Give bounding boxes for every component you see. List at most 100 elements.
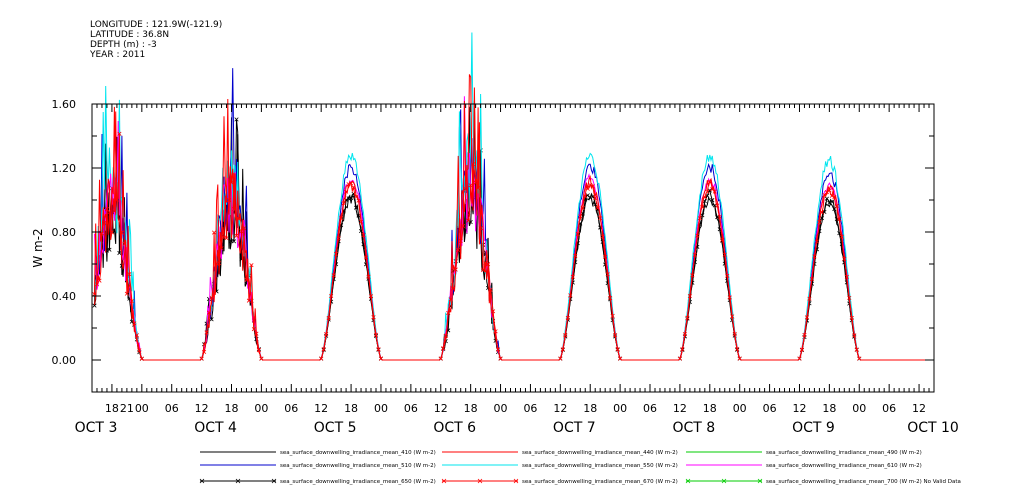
series-marker xyxy=(852,333,857,338)
series-marker xyxy=(722,252,727,257)
legend-entry: sea_surface_downwelling_irradiance_mean_… xyxy=(522,450,678,456)
series-marker xyxy=(560,347,565,352)
legend: sea_surface_downwelling_irradiance_mean_… xyxy=(199,450,961,485)
series-marker xyxy=(114,197,119,202)
series-marker xyxy=(351,185,356,190)
series-marker xyxy=(844,274,849,279)
x-hour-label: 21 xyxy=(120,402,134,415)
legend-marker xyxy=(685,478,691,484)
series-marker xyxy=(573,253,578,258)
series-marker xyxy=(697,216,702,221)
series-marker xyxy=(117,131,122,136)
series-marker xyxy=(199,356,204,361)
series-marker xyxy=(824,196,829,201)
series-marker xyxy=(854,347,859,352)
series-marker xyxy=(804,315,810,320)
x-hour-label: 00 xyxy=(254,402,268,415)
legend-entry: sea_surface_downwelling_irradiance_mean_… xyxy=(280,479,436,485)
series-marker xyxy=(725,273,730,278)
legend-entry: sea_surface_downwelling_irradiance_mean_… xyxy=(280,463,436,469)
series-marker xyxy=(732,331,737,337)
series-marker xyxy=(334,251,339,256)
x-hour-label: 18 xyxy=(464,402,478,415)
x-hour-label: 12 xyxy=(195,402,209,415)
series-marker xyxy=(608,295,613,301)
legend-entry: sea_surface_downwelling_irradiance_mean_… xyxy=(766,463,922,469)
series-marker xyxy=(710,198,715,203)
series-marker xyxy=(368,294,374,299)
series-marker xyxy=(353,205,359,210)
series-marker xyxy=(842,256,847,261)
x-day-label: OCT 3 xyxy=(75,420,118,436)
y-tick-label: 0.40 xyxy=(52,290,77,303)
series-marker xyxy=(593,195,598,201)
x-hour-label: 00 xyxy=(135,402,149,415)
series-marker xyxy=(344,189,349,194)
series-marker xyxy=(618,356,623,361)
series-marker xyxy=(605,272,610,277)
series-marker xyxy=(453,267,458,272)
x-hour-label: 00 xyxy=(613,402,627,415)
series-marker xyxy=(219,246,224,251)
series-marker xyxy=(104,206,110,212)
series-marker xyxy=(735,346,740,352)
series-marker xyxy=(565,315,570,321)
x-hour-label: 06 xyxy=(643,402,657,415)
series-marker xyxy=(610,313,615,318)
x-hour-label: 12 xyxy=(434,402,448,415)
series-marker xyxy=(849,315,854,321)
series-marker xyxy=(578,214,583,219)
series-marker xyxy=(326,315,331,321)
series-marker xyxy=(211,230,217,235)
series-marker xyxy=(446,310,451,315)
series-marker xyxy=(680,346,685,352)
series-marker xyxy=(575,231,580,237)
x-day-label: OCT 8 xyxy=(673,420,716,436)
series-marker xyxy=(685,315,690,320)
series-marker xyxy=(712,189,717,194)
legend-marker xyxy=(757,478,763,484)
series-marker xyxy=(448,297,453,302)
x-hour-label: 06 xyxy=(284,402,298,415)
depth-label: DEPTH (m) : -3 xyxy=(90,40,157,50)
series-marker xyxy=(216,261,222,266)
series-marker xyxy=(102,220,107,225)
series-marker xyxy=(107,247,112,252)
x-hour-label: 00 xyxy=(852,402,866,415)
series-marker xyxy=(321,346,326,352)
x-axis: 18 21 00 06 12 18 00 06 12 18 00 06 12 18 00 06 12 18 00 06… xyxy=(75,104,959,436)
series-marker xyxy=(615,347,620,352)
series-marker xyxy=(124,291,129,296)
series-marker xyxy=(829,193,834,198)
series-marker xyxy=(490,309,496,314)
longitude-label: LONGITUDE : 121.9W(-121.9) xyxy=(90,20,223,30)
series-marker xyxy=(595,205,600,211)
series-marker xyxy=(256,348,261,353)
series-marker xyxy=(677,356,682,361)
series-marker xyxy=(456,247,461,253)
series-marker xyxy=(486,262,491,267)
series-marker xyxy=(568,293,573,298)
series-marker xyxy=(361,232,366,238)
series-marker xyxy=(244,277,249,282)
series-marker xyxy=(207,296,212,302)
x-hour-label: 12 xyxy=(673,402,687,415)
series-marker xyxy=(799,347,805,352)
series-marker xyxy=(580,205,585,211)
series-marker xyxy=(847,295,852,300)
series-marker xyxy=(827,188,832,193)
series-marker xyxy=(570,274,575,279)
series-marker xyxy=(129,319,134,324)
series-marker xyxy=(97,278,102,283)
series-marker xyxy=(493,329,498,334)
x-hour-label: 00 xyxy=(374,402,388,415)
series-marker xyxy=(590,194,595,199)
series-marker xyxy=(483,260,488,266)
series-marker xyxy=(339,216,344,221)
series-marker xyxy=(356,198,361,203)
series-marker xyxy=(598,215,603,221)
x-hour-label: 00 xyxy=(494,402,508,415)
series-marker xyxy=(857,356,862,361)
y-tick-label: 0.80 xyxy=(52,226,77,239)
